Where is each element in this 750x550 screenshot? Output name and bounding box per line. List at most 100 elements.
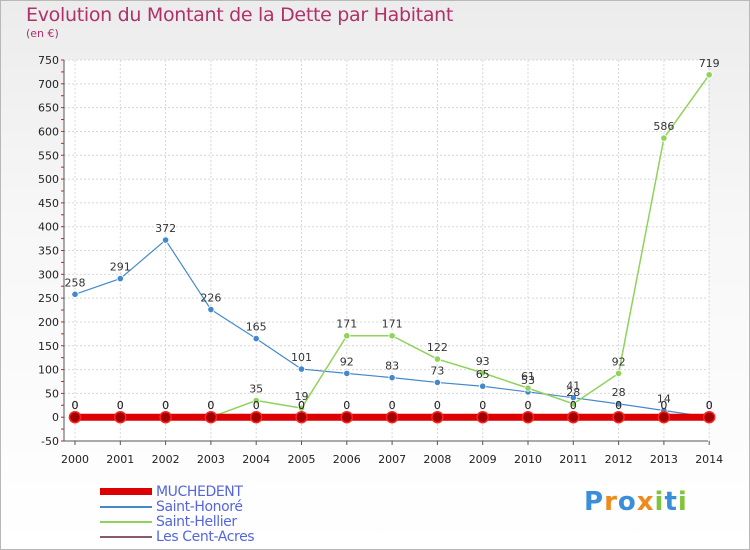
data-label: 0	[298, 399, 305, 412]
y-tick-label: 0	[52, 411, 59, 424]
data-label: 0	[570, 399, 577, 412]
data-label: 0	[434, 399, 441, 412]
data-label: 0	[298, 399, 305, 412]
data-label: 0	[207, 399, 214, 412]
data-label: 14	[657, 393, 671, 406]
data-label: 0	[660, 399, 667, 412]
data-point	[388, 374, 396, 382]
data-point	[660, 134, 668, 142]
data-label: 372	[155, 222, 176, 235]
y-tick-label: 650	[38, 102, 59, 115]
data-label: 0	[72, 399, 79, 412]
data-label: 0	[117, 399, 124, 412]
x-tick-label: 2013	[650, 453, 678, 466]
data-label: 0	[615, 399, 622, 412]
x-tick-label: 2014	[695, 453, 723, 466]
y-tick-label: 350	[38, 245, 59, 258]
legend-label: Les Cent-Acres	[156, 528, 255, 545]
legend-label: Saint-Hellier	[156, 513, 237, 530]
data-point	[249, 410, 263, 424]
data-label: 19	[295, 390, 309, 403]
x-tick-label: 2004	[242, 453, 270, 466]
data-point	[207, 305, 215, 314]
x-tick-label: 2008	[423, 453, 451, 466]
legend-label: MUCHEDENT	[156, 483, 243, 500]
data-point	[388, 332, 396, 340]
data-point	[521, 410, 535, 424]
data-point	[612, 410, 625, 424]
data-point	[116, 274, 124, 283]
x-tick-label: 2009	[469, 453, 497, 466]
data-label: 0	[72, 399, 79, 412]
data-point	[159, 410, 172, 424]
legend-swatch	[100, 488, 152, 495]
data-label: 73	[430, 364, 444, 377]
data-point	[479, 369, 487, 377]
data-label: 101	[291, 351, 312, 364]
data-label: 0	[434, 399, 441, 412]
y-tick-label: 500	[38, 173, 59, 186]
y-tick-label: 750	[38, 54, 59, 67]
y-tick-label: 150	[38, 340, 59, 353]
chart-legend: MUCHEDENT Saint-Honoré Saint-Hellier Les Ce…	[100, 483, 255, 545]
data-label: 0	[207, 399, 214, 412]
data-point	[297, 365, 306, 373]
data-point	[252, 335, 260, 343]
data-point	[524, 384, 532, 392]
data-label: 291	[110, 261, 131, 274]
x-tick-label: 2000	[61, 453, 89, 466]
data-label: 122	[427, 341, 448, 354]
data-point	[431, 410, 444, 424]
data-point	[705, 71, 713, 79]
data-label: 0	[660, 399, 667, 412]
data-point	[295, 410, 308, 424]
data-label: 28	[566, 386, 580, 399]
data-point	[340, 410, 354, 424]
data-label: 586	[653, 120, 674, 133]
data-point	[385, 410, 399, 424]
data-point	[433, 355, 441, 363]
y-tick-label: 550	[38, 149, 59, 162]
y-tick-label: 400	[38, 221, 59, 234]
y-tick-label: 600	[38, 125, 59, 138]
chart-subtitle: (en €)	[26, 27, 59, 40]
x-tick-label: 2003	[197, 453, 225, 466]
data-point	[479, 382, 487, 390]
data-point	[114, 410, 127, 424]
data-point	[204, 410, 218, 424]
data-point	[68, 410, 82, 424]
x-tick-label: 2010	[514, 453, 542, 466]
x-tick-label: 2011	[559, 453, 587, 466]
data-label: 65	[476, 368, 490, 381]
data-label: 0	[343, 399, 350, 412]
data-point	[162, 236, 170, 244]
proxiti-logo: Proxiti	[584, 487, 688, 517]
data-label: 0	[117, 399, 124, 412]
data-label: 0	[706, 399, 713, 412]
chart-title: Evolution du Montant de la Dette par Hab…	[26, 4, 454, 26]
y-tick-label: 100	[38, 364, 59, 377]
data-label: 0	[162, 399, 169, 412]
data-label: 719	[699, 57, 720, 70]
data-point	[569, 400, 577, 408]
data-label: 0	[706, 399, 713, 412]
data-label: 0	[162, 399, 169, 412]
data-label: 0	[162, 399, 169, 412]
data-label: 92	[340, 355, 354, 368]
data-label: 0	[72, 399, 79, 412]
x-tick-label: 2001	[106, 453, 134, 466]
y-tick-label: 50	[45, 387, 59, 400]
legend-item: Saint-Hellier	[100, 513, 254, 530]
data-point	[702, 410, 716, 424]
data-label: 93	[476, 355, 490, 368]
data-label: 53	[521, 374, 535, 387]
legend-item: Les Cent-Acres	[100, 528, 255, 545]
data-label: 0	[570, 399, 577, 412]
data-label: 92	[612, 355, 626, 368]
data-label: 0	[389, 399, 396, 412]
y-tick-label: 450	[38, 197, 59, 210]
data-label: 0	[525, 399, 532, 412]
data-point	[567, 410, 580, 424]
data-label: 0	[343, 399, 350, 412]
